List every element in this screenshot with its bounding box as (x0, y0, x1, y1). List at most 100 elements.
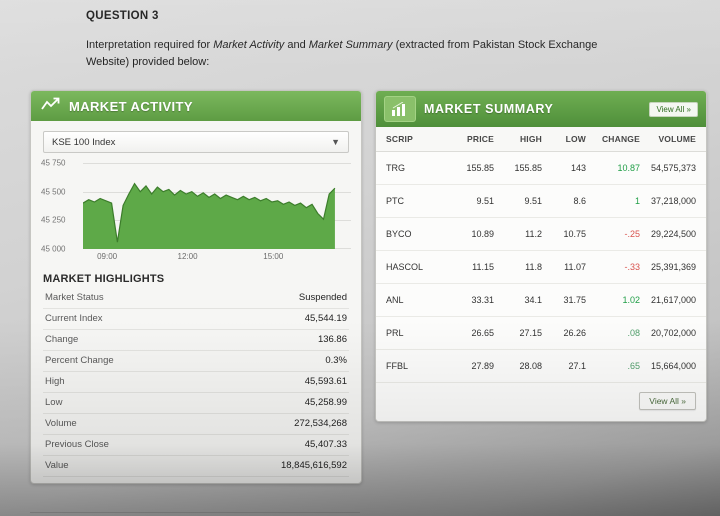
high-cell: 27.15 (519, 328, 542, 338)
table-row: FFBL 27.89 28.08 27.1 .65 15,664,000 (376, 350, 706, 383)
volume-cell: 54,575,373 (650, 163, 696, 173)
change-cell: 1.02 (622, 295, 640, 305)
volume-cell: 37,218,000 (650, 196, 696, 206)
term-market-activity: Market Activity (213, 39, 285, 51)
question-text-3: (extracted from Pakistan Stock Exchange … (86, 39, 598, 69)
x-axis-tick: 12:00 (177, 252, 198, 261)
view-all-button-top[interactable]: View All » (649, 101, 698, 117)
term-market-summary: Market Summary (308, 39, 393, 51)
scrip-cell: PTC (386, 196, 404, 206)
line-chart-icon (41, 97, 61, 116)
question-text-1: Interpretation required for (86, 39, 214, 51)
highlight-value: 45,258.99 (304, 397, 347, 408)
volume-cell: 21,617,000 (650, 295, 696, 305)
change-cell: 10.87 (617, 163, 640, 173)
table-row: HASCOL 11.15 11.8 11.07 -.33 25,391,369 (376, 251, 706, 284)
price-cell: 11.15 (472, 262, 494, 272)
change-cell: .65 (627, 361, 640, 371)
highlight-label: Change (45, 334, 79, 345)
low-cell: 26.26 (563, 328, 586, 338)
y-axis-tick: 45 250 (41, 215, 66, 225)
col-change: CHANGE (601, 134, 640, 144)
market-summary-panel: MARKET SUMMARY View All » SCRIP PRICE HI… (375, 90, 707, 422)
low-cell: 143 (570, 163, 586, 173)
highlight-row: Value 18,845,616,592 (43, 456, 349, 477)
highlight-label: Volume (45, 418, 77, 429)
highlight-row: High 45,593.61 (43, 372, 349, 393)
highlight-value: 136.86 (317, 334, 347, 345)
index-selector[interactable]: KSE 100 Index ▼ (43, 131, 349, 153)
highlight-label: Current Index (45, 313, 103, 324)
highlight-row: Current Index 45,544.19 (43, 309, 349, 330)
col-low: LOW (565, 134, 586, 144)
highlight-row: Market Status Suspended (43, 288, 349, 309)
highlight-row: Previous Close 45,407.33 (43, 435, 349, 456)
market-highlights-list: Market Status Suspended Current Index 45… (31, 288, 361, 477)
low-cell: 27.1 (568, 361, 586, 371)
highlight-value: 0.3% (325, 355, 347, 366)
volume-cell: 20,702,000 (650, 328, 696, 338)
scrip-cell: FFBL (386, 361, 409, 371)
market-summary-title: MARKET SUMMARY (424, 102, 554, 116)
bar-chart-icon (384, 96, 416, 122)
highlight-label: Low (45, 397, 63, 408)
highlight-row: Volume 272,534,268 (43, 414, 349, 435)
high-cell: 9.51 (524, 196, 542, 206)
summary-table-footer: View All » (376, 383, 706, 421)
low-cell: 11.07 (564, 262, 586, 272)
y-axis-tick: 45 750 (41, 158, 66, 168)
market-activity-panel: MARKET ACTIVITY KSE 100 Index ▼ 45 750 4… (30, 90, 362, 484)
index-chart-plot: 45 750 45 500 45 250 45 000 (41, 159, 351, 254)
high-cell: 34.1 (524, 295, 542, 305)
highlight-value: 45,593.61 (304, 376, 347, 387)
y-axis-tick: 45 500 (41, 187, 66, 197)
chevron-down-icon: ▼ (331, 137, 340, 147)
highlight-label: Value (45, 460, 69, 471)
highlight-label: Percent Change (45, 355, 114, 366)
highlight-row: Low 45,258.99 (43, 393, 349, 414)
change-cell: .08 (627, 328, 640, 338)
x-axis-tick: 09:00 (97, 252, 118, 261)
summary-table-body: TRG 155.85 155.85 143 10.87 54,575,373 P… (376, 152, 706, 383)
view-all-button-bottom[interactable]: View All » (639, 392, 696, 410)
change-cell: -.33 (624, 262, 640, 272)
highlight-value: 45,407.33 (304, 439, 347, 450)
change-cell: 1 (634, 196, 640, 206)
table-row: ANL 33.31 34.1 31.75 1.02 21,617,000 (376, 284, 706, 317)
question-text-2: and (284, 39, 309, 51)
low-cell: 10.75 (563, 229, 586, 239)
table-row: PRL 26.65 27.15 26.26 .08 20,702,000 (376, 317, 706, 350)
index-selector-value: KSE 100 Index (52, 136, 116, 148)
question-body: Interpretation required for Market Activ… (86, 37, 634, 71)
low-cell: 31.75 (563, 295, 586, 305)
highlight-row: Percent Change 0.3% (43, 351, 349, 372)
scrip-cell: HASCOL (386, 262, 424, 272)
volume-cell: 15,664,000 (650, 361, 696, 371)
high-cell: 11.8 (525, 262, 542, 272)
market-activity-title: MARKET ACTIVITY (69, 98, 193, 114)
highlight-value: 45,544.19 (304, 313, 347, 324)
highlight-row: Change 136.86 (43, 330, 349, 351)
col-scrip: SCRIP (386, 134, 413, 144)
index-chart: 45 750 45 500 45 250 45 000 09:00 12:00 … (41, 159, 351, 265)
highlight-value: 18,845,616,592 (280, 460, 347, 471)
volume-cell: 29,224,500 (650, 229, 696, 239)
price-cell: 9.51 (476, 196, 494, 206)
highlight-value: 272,534,268 (294, 418, 347, 429)
highlight-label: Previous Close (45, 439, 109, 450)
price-cell: 27.89 (471, 361, 494, 371)
divider (30, 512, 360, 513)
table-row: TRG 155.85 155.85 143 10.87 54,575,373 (376, 152, 706, 185)
price-cell: 33.31 (471, 295, 494, 305)
y-axis-tick: 45 000 (41, 244, 66, 254)
price-cell: 155.85 (466, 163, 494, 173)
scrip-cell: ANL (386, 295, 404, 305)
high-cell: 28.08 (519, 361, 542, 371)
x-axis: 09:00 12:00 15:00 (83, 249, 351, 265)
index-area-chart (83, 163, 351, 249)
scrip-cell: TRG (386, 163, 405, 173)
market-highlights-title: MARKET HIGHLIGHTS (43, 273, 165, 285)
change-cell: -.25 (624, 229, 640, 239)
question-title: QUESTION 3 (86, 10, 159, 22)
